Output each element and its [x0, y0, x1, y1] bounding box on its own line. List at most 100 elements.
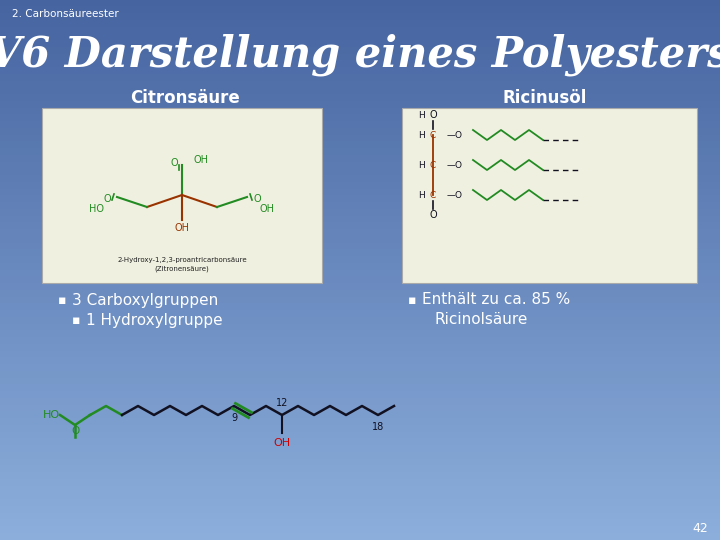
Bar [0, 418, 720, 426]
Text: O: O [103, 194, 111, 204]
Bar [0, 141, 720, 149]
Bar [0, 229, 720, 237]
Bar [0, 377, 720, 384]
Bar [0, 283, 720, 291]
Bar [0, 53, 720, 60]
Bar [0, 263, 720, 270]
Bar [0, 67, 720, 74]
Bar [0, 182, 720, 189]
Bar [0, 40, 720, 47]
Bar [0, 249, 720, 256]
Bar [0, 195, 720, 202]
Text: 2-Hydroxy-1,2,3-proantricarbonsäure: 2-Hydroxy-1,2,3-proantricarbonsäure [117, 257, 247, 263]
Text: 18: 18 [372, 422, 384, 432]
Bar [0, 114, 720, 122]
Bar [0, 236, 720, 243]
Bar [0, 512, 720, 519]
Bar [0, 215, 720, 222]
Text: 12: 12 [276, 398, 288, 408]
Bar [0, 330, 720, 338]
Text: OH: OH [274, 438, 291, 448]
Text: —O: —O [447, 160, 463, 170]
Bar [0, 47, 720, 54]
Bar [0, 391, 720, 399]
Bar [0, 425, 720, 432]
Bar [0, 175, 720, 183]
Text: C: C [430, 160, 436, 170]
Bar [0, 445, 720, 453]
Text: HO: HO [43, 410, 60, 420]
Text: C: C [430, 191, 436, 199]
Text: —O: —O [447, 191, 463, 199]
Bar [0, 134, 720, 141]
Bar [0, 398, 720, 405]
Bar [0, 161, 720, 168]
Text: O: O [71, 426, 79, 436]
Bar [0, 168, 720, 176]
Bar [0, 6, 720, 14]
Bar [0, 128, 720, 135]
Bar [0, 80, 720, 87]
Bar [0, 323, 720, 330]
Text: HO: HO [89, 204, 104, 214]
Bar [0, 404, 720, 411]
Text: H: H [418, 111, 425, 119]
Bar [0, 465, 720, 472]
Text: Citronsäure: Citronsäure [130, 89, 240, 107]
Bar [0, 458, 720, 465]
Bar [0, 438, 720, 445]
Bar [0, 452, 720, 459]
Bar [0, 276, 720, 284]
Bar [0, 209, 720, 216]
Bar [402, 108, 697, 283]
Bar [0, 13, 720, 20]
Bar [0, 121, 720, 128]
Text: Ricinusöl: Ricinusöl [503, 89, 588, 107]
Bar [0, 290, 720, 297]
Text: V6 Darstellung eines Polyesters: V6 Darstellung eines Polyesters [0, 33, 720, 76]
Bar [0, 222, 720, 230]
Bar [0, 411, 720, 418]
Bar [0, 472, 720, 480]
Bar [0, 519, 720, 526]
Bar [0, 155, 720, 162]
Bar [0, 87, 720, 94]
Text: —O: —O [447, 131, 463, 139]
Text: O: O [429, 210, 437, 220]
Text: 9: 9 [231, 413, 237, 423]
Bar [0, 337, 720, 345]
Bar [0, 303, 720, 310]
Text: 2. Carbonsäureester: 2. Carbonsäureester [12, 9, 119, 19]
Bar [0, 242, 720, 249]
Bar [0, 74, 720, 81]
Bar [0, 310, 720, 317]
Bar [0, 148, 720, 156]
Bar [0, 269, 720, 276]
Bar [0, 344, 720, 351]
Bar [0, 0, 720, 6]
Text: O: O [170, 158, 178, 168]
Bar [0, 33, 720, 40]
Bar [0, 506, 720, 513]
Text: O: O [429, 110, 437, 120]
Text: OH: OH [259, 204, 274, 214]
Bar [0, 202, 720, 209]
Text: 1 Hydroxylgruppe: 1 Hydroxylgruppe [86, 313, 222, 327]
Text: OH: OH [194, 155, 209, 165]
Bar [0, 485, 720, 492]
Bar [0, 492, 720, 500]
Text: OH: OH [174, 223, 189, 233]
Text: Ricinolsäure: Ricinolsäure [435, 313, 528, 327]
Text: ▪: ▪ [408, 294, 416, 307]
Bar [0, 94, 720, 102]
Bar [0, 499, 720, 507]
Text: H: H [418, 131, 425, 139]
Bar [0, 384, 720, 391]
Bar [0, 60, 720, 68]
Bar [0, 296, 720, 303]
Text: H: H [418, 160, 425, 170]
Text: O: O [253, 194, 261, 204]
Text: (Zitronensäure): (Zitronensäure) [155, 266, 210, 272]
Bar [0, 350, 720, 357]
Bar [0, 101, 720, 108]
